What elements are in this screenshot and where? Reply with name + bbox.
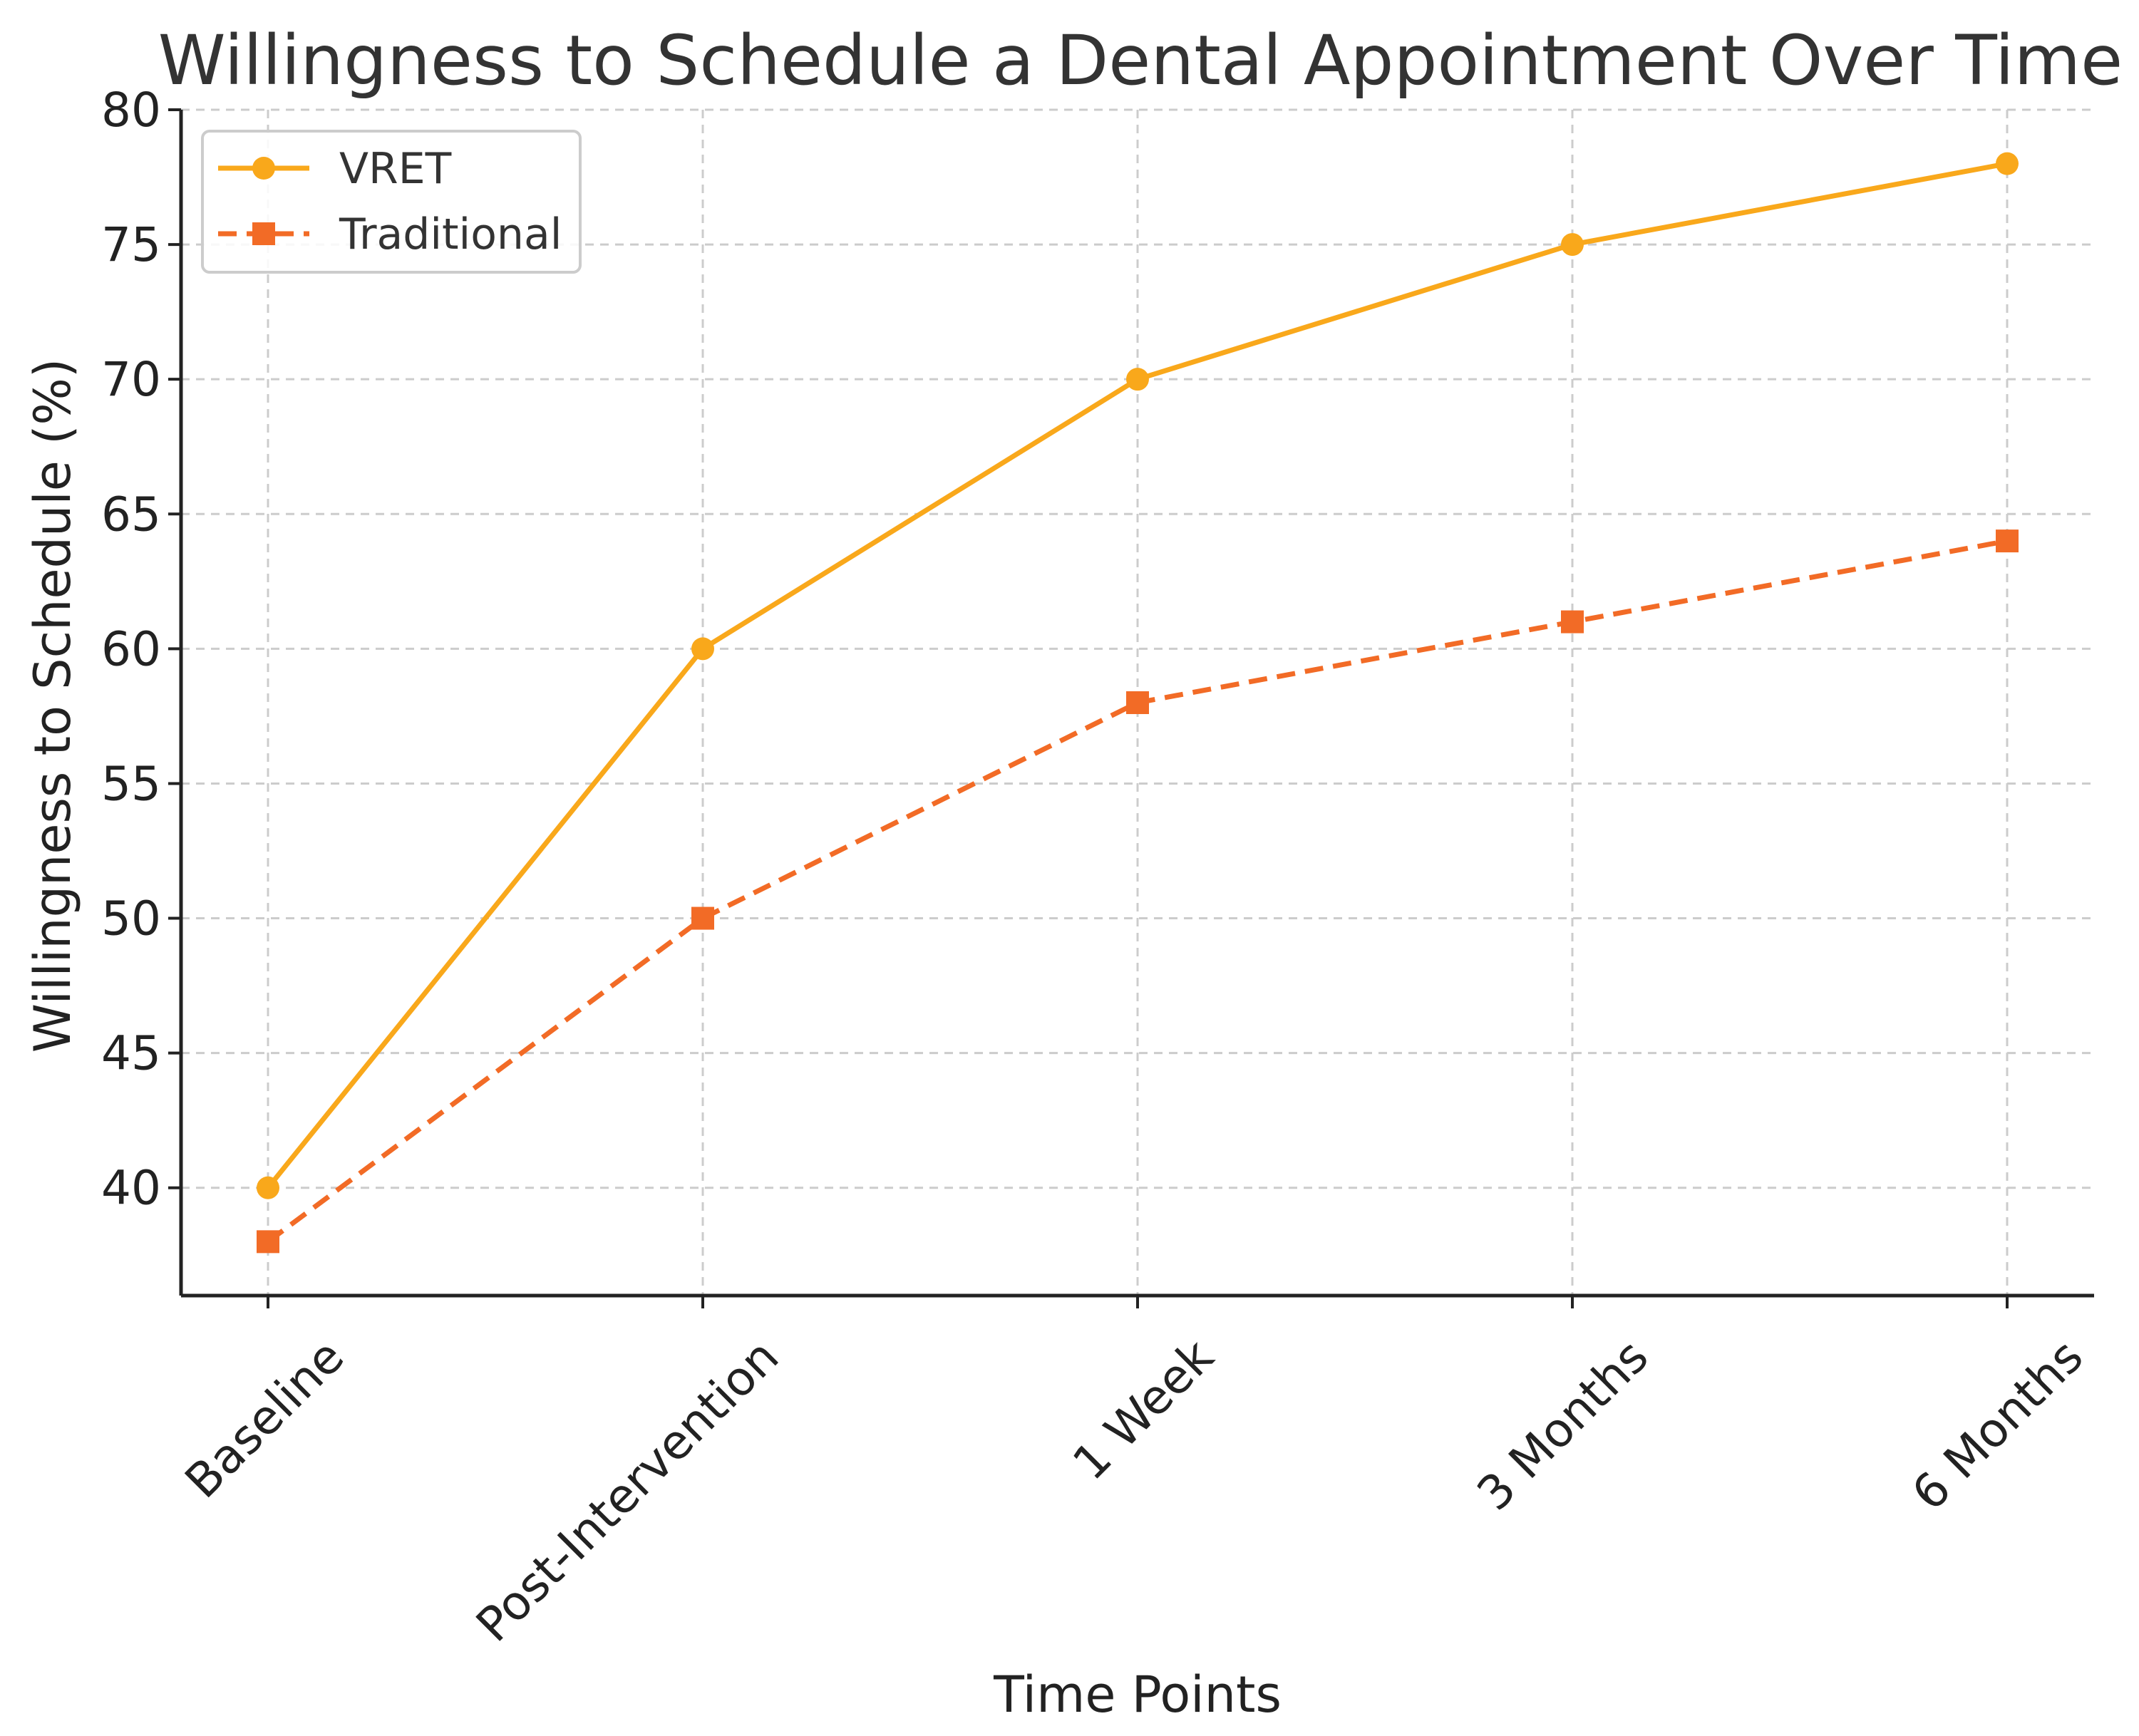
legend-entry-traditional: Traditional — [218, 210, 562, 259]
y-tick-label: 40 — [101, 1161, 161, 1216]
x-axis-label: Time Points — [993, 1665, 1282, 1724]
legend-entry-vret: VRET — [218, 144, 452, 194]
data-point-traditional — [1996, 529, 2019, 553]
data-point-traditional — [1561, 610, 1584, 634]
y-tick-label: 55 — [101, 756, 161, 811]
y-tick-label: 80 — [101, 83, 161, 138]
data-point-vret — [257, 1176, 279, 1199]
data-point-vret — [1561, 233, 1584, 257]
legend-marker-vret — [252, 157, 275, 180]
y-tick-label: 75 — [101, 217, 161, 272]
legend: VRET Traditional — [201, 130, 582, 274]
data-point-vret — [1126, 368, 1149, 391]
data-point-traditional — [1126, 691, 1149, 714]
legend-label-traditional: Traditional — [339, 210, 562, 259]
data-point-traditional — [257, 1230, 279, 1254]
legend-items: VRET Traditional — [218, 144, 562, 259]
data-point-vret — [691, 637, 714, 661]
y-tick-label: 70 — [101, 352, 161, 407]
axes — [168, 108, 2094, 1308]
series-traditional — [257, 529, 2019, 1254]
y-axis-label: Willingness to Schedule (%) — [24, 358, 82, 1053]
y-tick-label: 60 — [101, 621, 161, 676]
chart-title: Willingness to Schedule a Dental Appoint… — [158, 21, 2123, 100]
legend-label-vret: VRET — [339, 144, 452, 194]
gridlines — [181, 108, 2094, 1296]
legend-marker-traditional — [252, 222, 275, 245]
y-tick-label: 50 — [101, 892, 161, 946]
data-point-traditional — [691, 906, 714, 930]
series-vret — [257, 152, 2019, 1199]
series-layer — [257, 152, 2019, 1254]
data-point-vret — [1996, 152, 2019, 175]
y-tick-label: 45 — [101, 1026, 161, 1081]
y-tick-label: 65 — [101, 487, 161, 542]
